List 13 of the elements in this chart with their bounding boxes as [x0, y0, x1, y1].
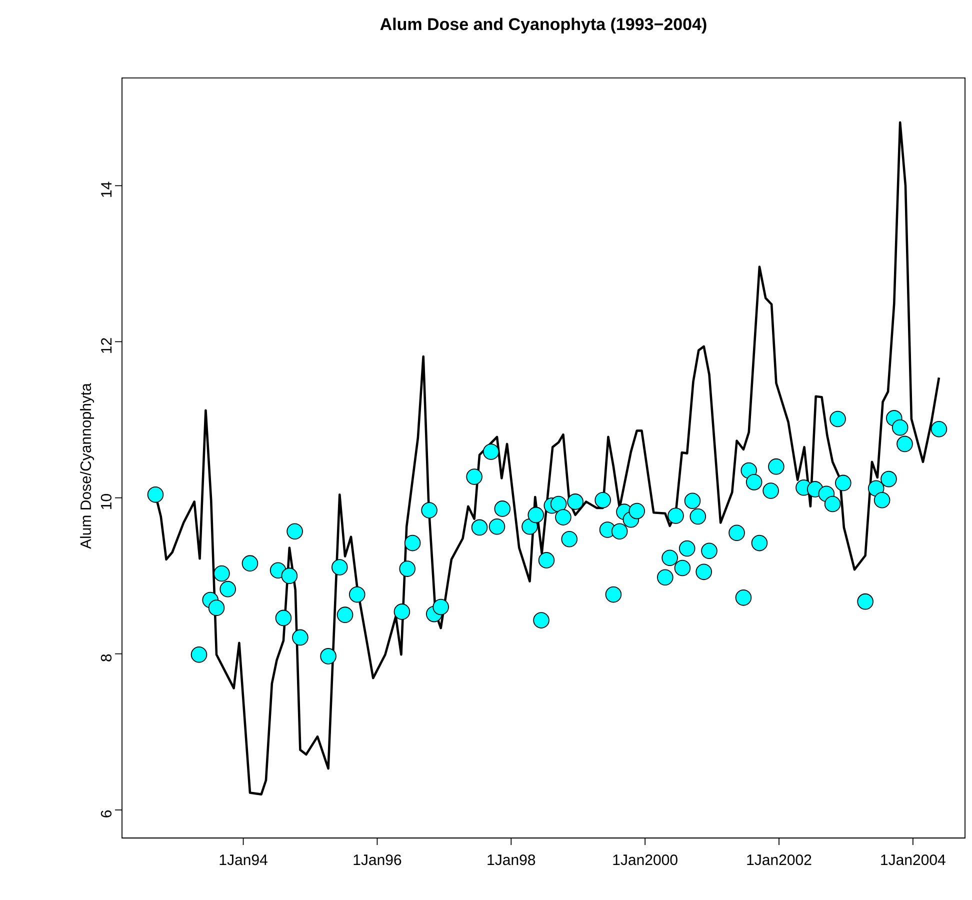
- chart-title: Alum Dose and Cyanophyta (1993−2004): [380, 18, 706, 34]
- y-tick-label: 6: [100, 810, 112, 818]
- x-tick-label: 1Jan2004: [881, 854, 946, 866]
- x-tick-label: 1Jan2002: [747, 854, 812, 866]
- y-tick-label: 8: [100, 654, 112, 662]
- x-tick-label: 1Jan2000: [613, 854, 678, 866]
- y-tick-label: 12: [101, 338, 112, 353]
- x-tick-label: 1Jan98: [488, 854, 536, 866]
- y-axis-title: Alum Dose/Cyannophyta: [80, 383, 94, 549]
- x-tick-label: 1Jan94: [220, 854, 268, 866]
- y-tick-label: 10: [100, 494, 112, 509]
- x-tick-label: 1Jan96: [354, 854, 402, 866]
- y-tick-label: 14: [101, 182, 112, 197]
